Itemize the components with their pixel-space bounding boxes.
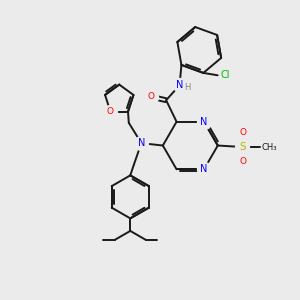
- Text: N: N: [200, 117, 208, 127]
- Text: S: S: [239, 142, 246, 152]
- Text: N: N: [176, 80, 183, 90]
- Text: N: N: [200, 164, 208, 174]
- Text: O: O: [239, 128, 246, 137]
- Text: O: O: [107, 107, 114, 116]
- Text: H: H: [184, 82, 191, 91]
- Text: N: N: [138, 138, 145, 148]
- Text: O: O: [147, 92, 154, 101]
- Text: CH₃: CH₃: [262, 142, 277, 152]
- Text: O: O: [239, 157, 246, 166]
- Text: Cl: Cl: [220, 70, 230, 80]
